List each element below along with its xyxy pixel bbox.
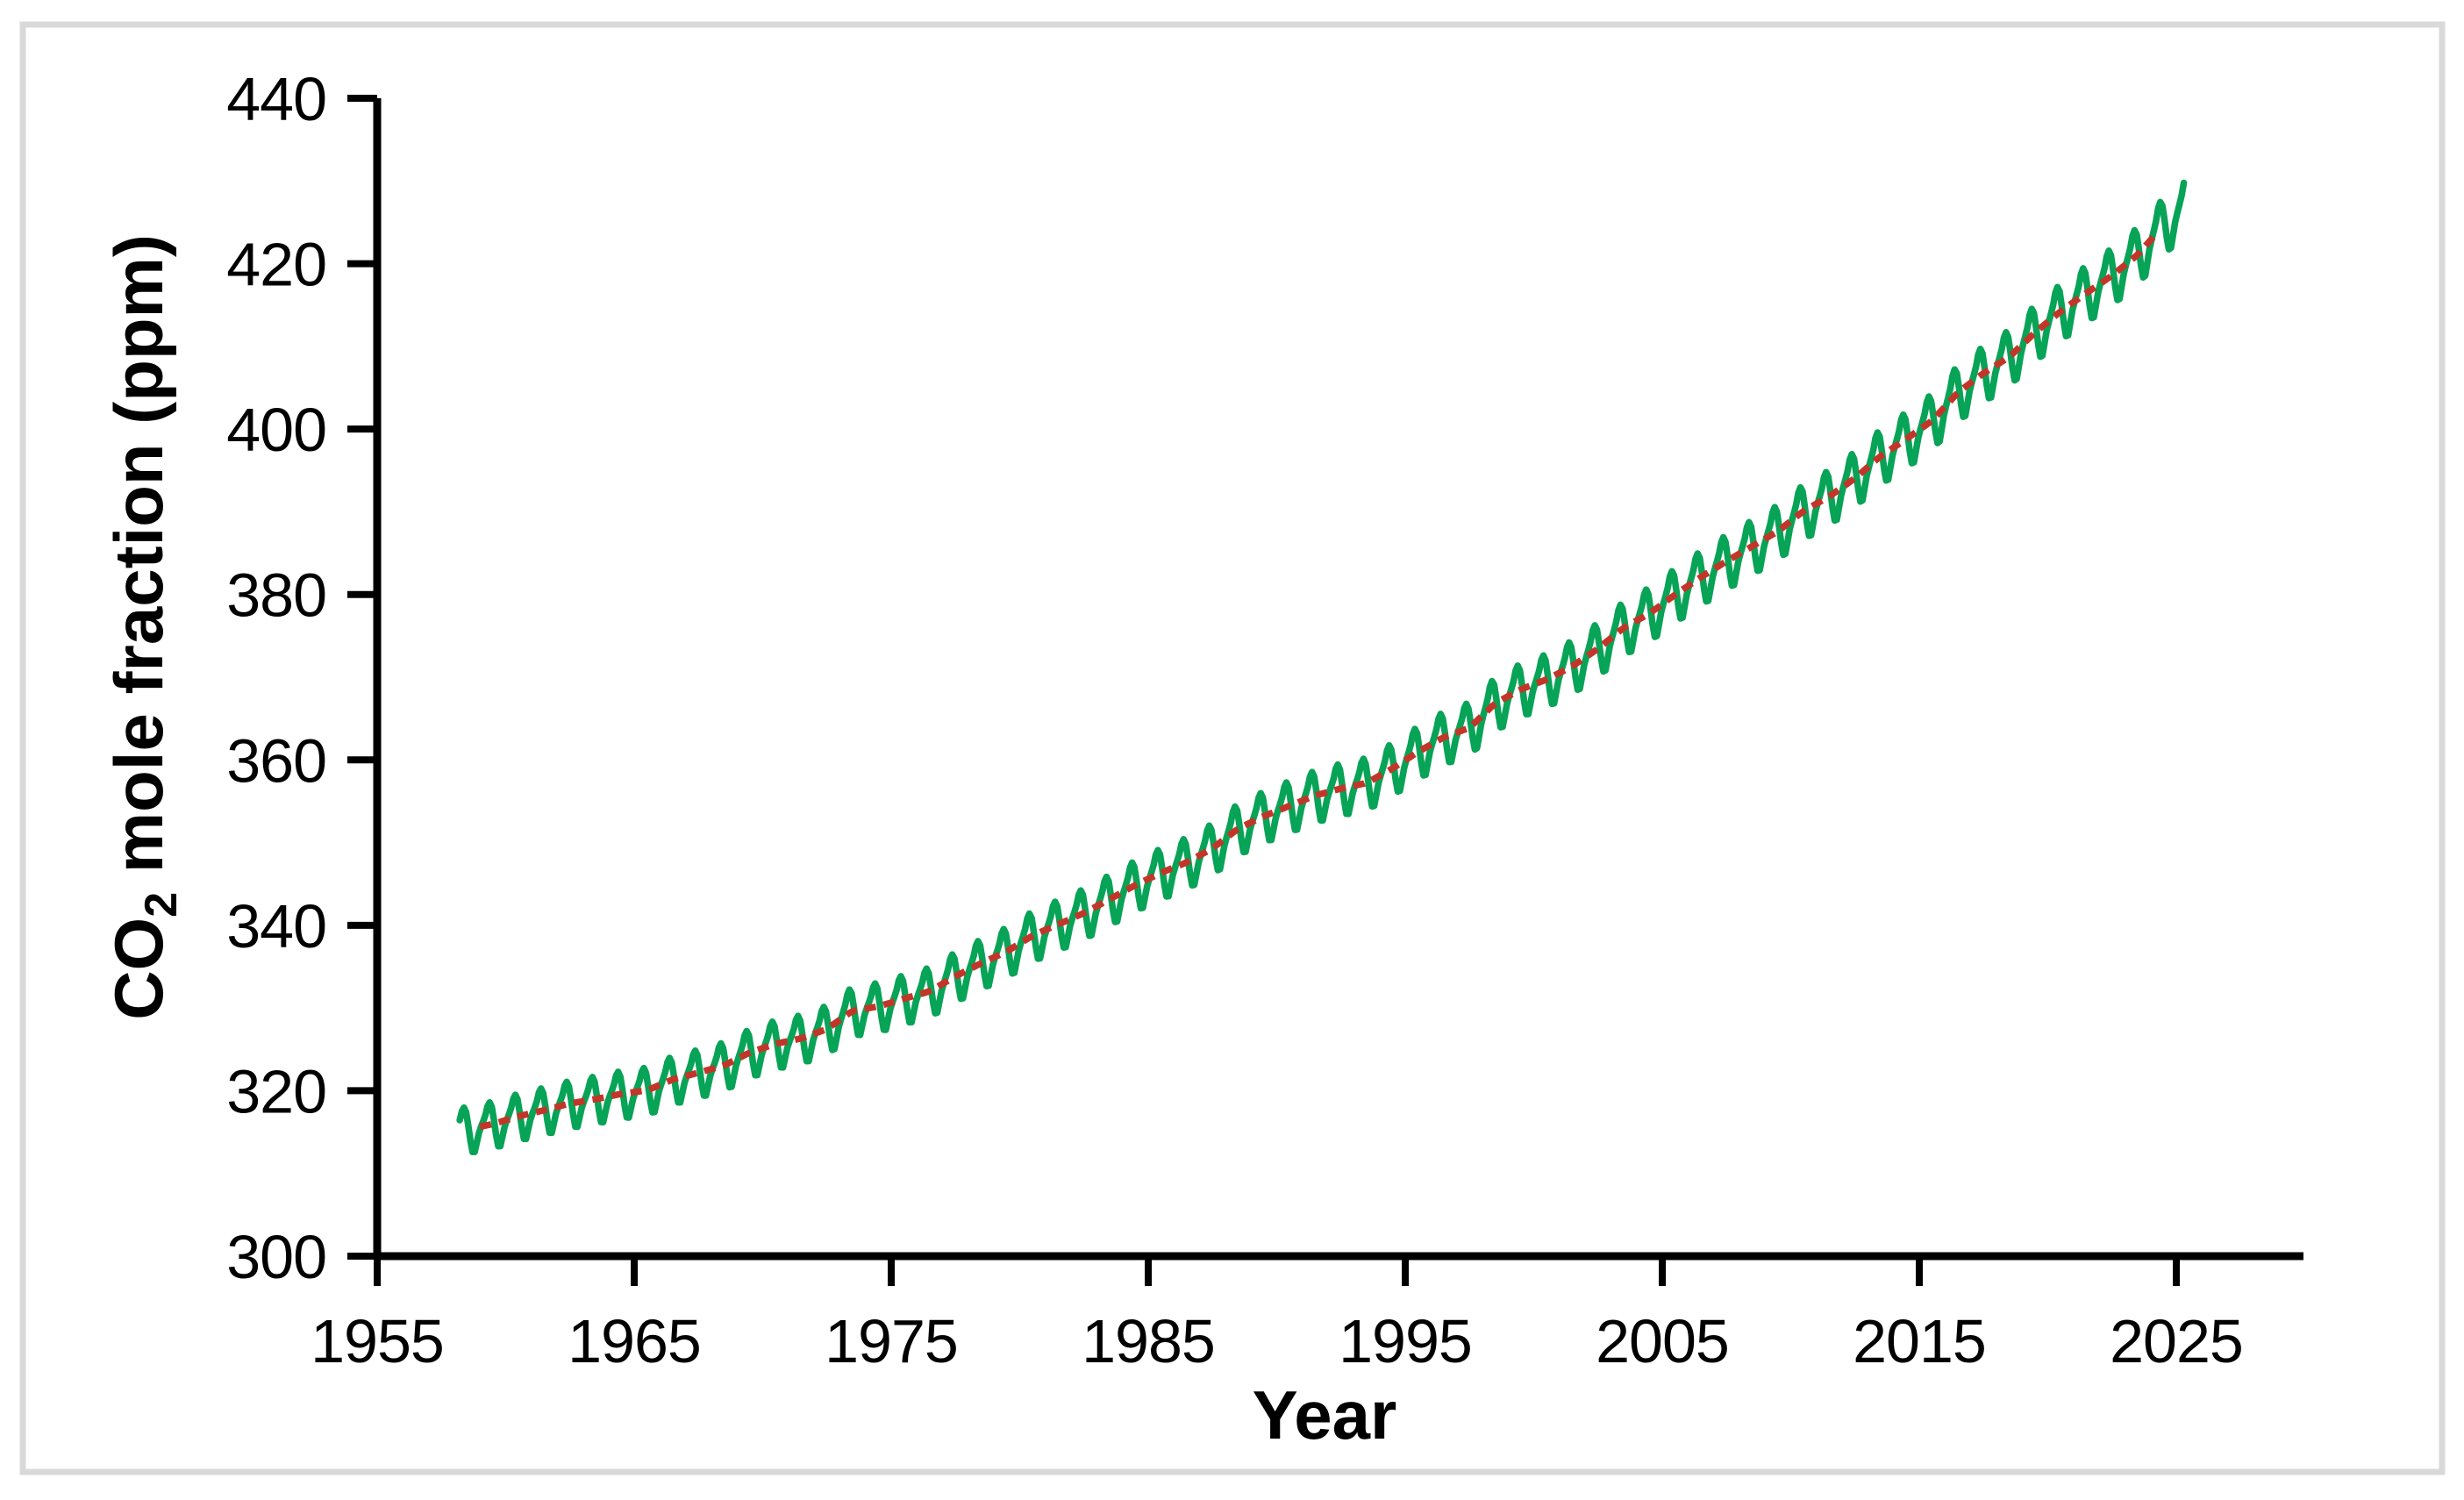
y-axis-title-subscript: 2 (136, 892, 187, 918)
x-axis: 1955 1965 1975 1985 1995 2005 2015 2025 (311, 1256, 2244, 1375)
y-tick-label: 300 (226, 1223, 326, 1291)
y-tick-label: 440 (226, 65, 326, 133)
y-tick-label: 380 (226, 561, 326, 630)
x-axis-title: Year (1253, 1376, 1397, 1454)
x-tick-label: 1975 (825, 1307, 958, 1375)
y-axis-title: CO2 mole fraction (ppm) (100, 234, 187, 1020)
x-tick-label: 2015 (1853, 1307, 1986, 1375)
y-axis-title-rest: mole fraction (ppm) (100, 234, 177, 892)
x-tick-label: 2025 (2110, 1307, 2243, 1375)
co2-trend-line (479, 232, 2159, 1131)
x-tick-label: 1985 (1082, 1307, 1215, 1375)
x-tick-label: 1995 (1339, 1307, 1472, 1375)
y-axis: 300 320 340 360 380 400 420 440 (226, 65, 377, 1291)
x-tick-label: 2005 (1596, 1307, 1729, 1375)
figure-frame (19, 21, 2446, 1475)
y-tick-label: 420 (226, 231, 326, 299)
y-tick-label: 360 (226, 726, 326, 795)
y-axis-title-main: CO (100, 918, 177, 1020)
y-tick-label: 400 (226, 396, 326, 464)
co2-monthly-line (456, 179, 2188, 1156)
x-tick-label: 1965 (568, 1307, 701, 1375)
axes-lines (373, 98, 2303, 1261)
y-tick-label: 320 (226, 1057, 326, 1125)
y-tick-label: 340 (226, 892, 326, 961)
x-tick-label: 1955 (311, 1307, 444, 1375)
